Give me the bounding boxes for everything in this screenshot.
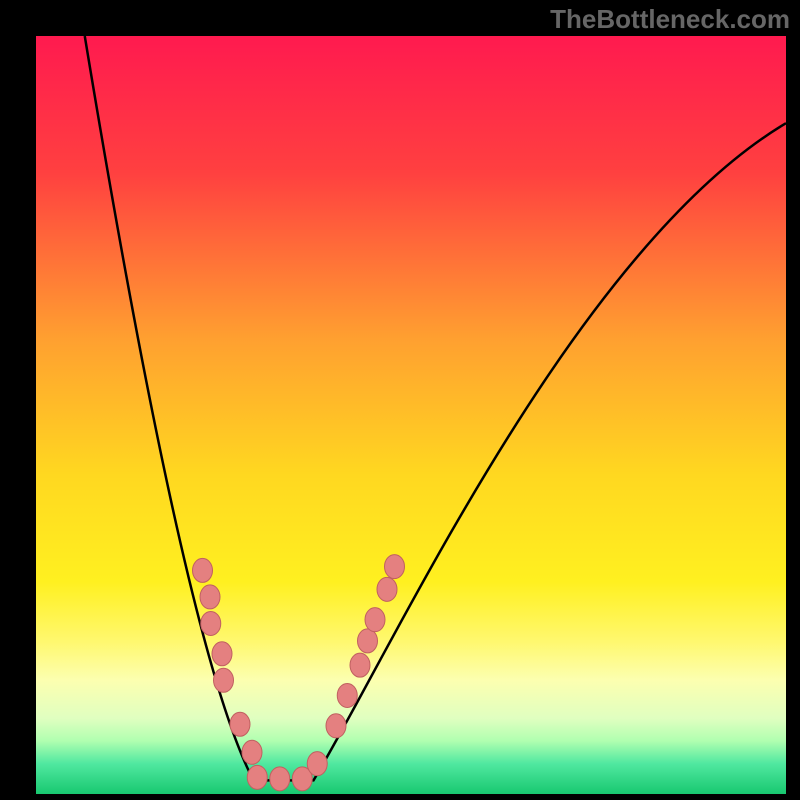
data-marker [201, 611, 221, 635]
data-marker [350, 653, 370, 677]
data-marker [307, 752, 327, 776]
data-marker [365, 608, 385, 632]
data-marker [212, 642, 232, 666]
gradient-background [36, 36, 786, 794]
watermark-text: TheBottleneck.com [550, 4, 790, 35]
data-marker [193, 558, 213, 582]
data-marker [337, 683, 357, 707]
data-marker [200, 585, 220, 609]
data-marker [377, 577, 397, 601]
data-marker [326, 714, 346, 738]
data-marker [358, 629, 378, 653]
data-marker [247, 765, 267, 789]
data-marker [214, 668, 234, 692]
data-marker [230, 712, 250, 736]
data-marker [270, 767, 290, 791]
plot-area [36, 36, 786, 794]
data-marker [385, 555, 405, 579]
data-marker [242, 740, 262, 764]
chart-outer: TheBottleneck.com [0, 0, 800, 800]
